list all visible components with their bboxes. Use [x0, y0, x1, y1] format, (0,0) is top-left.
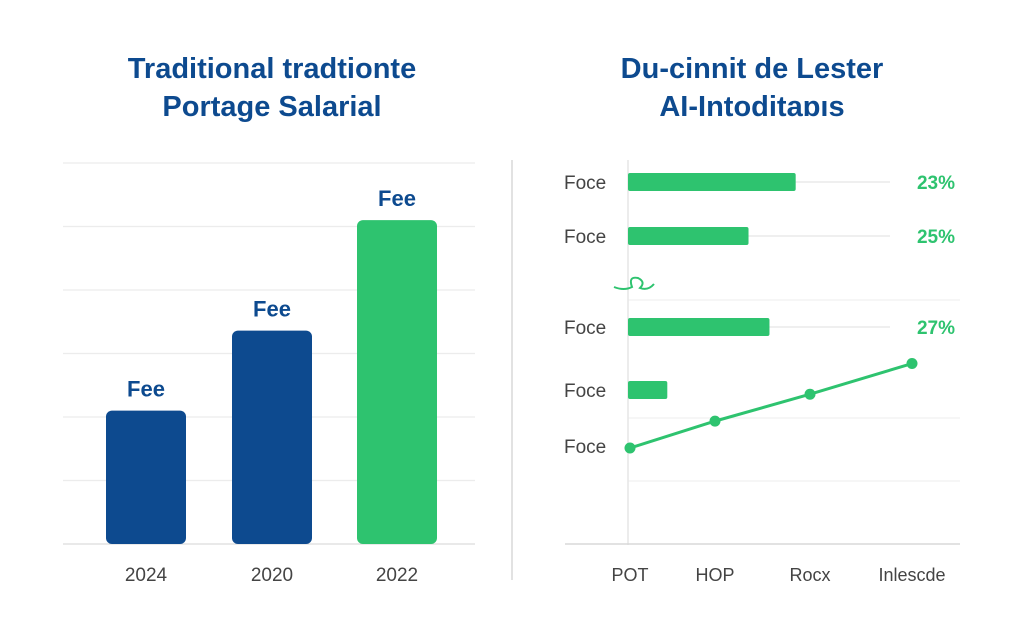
line-point-Inlescde — [906, 358, 918, 370]
bar-percent-label: 25% — [917, 227, 955, 248]
left-title-line-1: Traditional tradtionte — [127, 53, 417, 85]
right-chart-title: Du-cinnit de Lester AI-Intoditaɒıs — [552, 50, 952, 126]
row-label: Foce — [564, 437, 606, 458]
horizontal-bar — [628, 173, 796, 191]
squiggle-icon — [613, 276, 655, 290]
line-point-POT — [624, 442, 636, 454]
bar-2020 — [232, 330, 312, 544]
row-label: Foce — [564, 173, 606, 194]
x-tick-label: 2024 — [125, 565, 168, 586]
bar-2022 — [357, 220, 437, 544]
row-label: Foce — [564, 227, 606, 248]
x-tick-label: 2022 — [376, 565, 418, 586]
x-tick-label: POT — [611, 565, 648, 585]
x-tick-label: HOP — [695, 565, 734, 585]
bar-data-label: Fee — [253, 297, 291, 322]
x-tick-label: Rocx — [789, 565, 830, 585]
line-series — [629, 362, 913, 450]
horizontal-bar — [628, 381, 668, 399]
row-label: Foce — [564, 318, 606, 339]
horizontal-bar — [628, 318, 770, 336]
horizontal-bar — [628, 227, 749, 245]
right-title-line-1: Du-cinnit de Lester — [620, 53, 884, 85]
line-point-HOP — [709, 415, 721, 427]
bar-percent-label: 27% — [917, 318, 955, 339]
x-tick-label: Inlescde — [878, 565, 945, 585]
bar-data-label: Fee — [127, 377, 165, 402]
bar-2024 — [106, 410, 186, 544]
x-tick-label: 2020 — [251, 565, 293, 586]
left-title-line-2: Portage Salarial — [162, 91, 382, 123]
line-point-Rocx — [804, 388, 816, 400]
left-chart-title: Traditional tradtionte Portage Salarial — [62, 50, 482, 126]
bar-data-label: Fee — [378, 186, 416, 211]
right-title-line-2: AI-Intoditaɒıs — [659, 91, 845, 123]
bar-percent-label: 23% — [917, 173, 955, 194]
row-label: Foce — [564, 381, 606, 402]
